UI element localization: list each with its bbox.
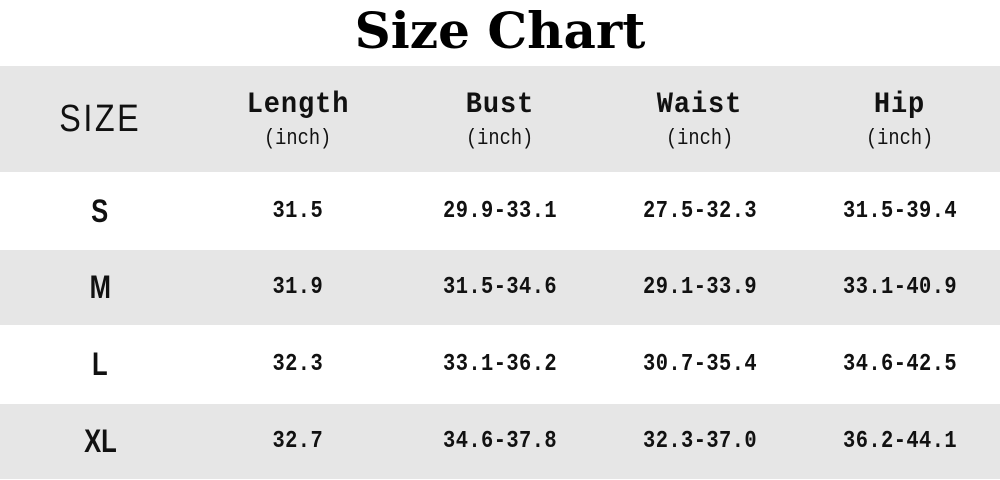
- table-row: S 31.5 29.9-33.1 27.5-32.3 31.5-39.4: [0, 174, 1000, 249]
- cell-length: 31.5: [198, 174, 398, 249]
- size-label: XL: [83, 423, 117, 459]
- cell-size: L: [0, 327, 200, 402]
- measurement-value: 32.3: [272, 351, 324, 378]
- header-unit: (inch): [866, 125, 934, 151]
- table-row: L 32.3 33.1-36.2 30.7-35.4 34.6-42.5: [0, 327, 1000, 402]
- measurement-value: 31.5-39.4: [842, 198, 958, 225]
- header-length: Length (inch): [198, 66, 398, 172]
- header-hip: Hip (inch): [800, 66, 1000, 172]
- cell-bust: 33.1-36.2: [400, 327, 600, 402]
- cell-size: XL: [0, 404, 200, 479]
- size-label: S: [91, 193, 109, 229]
- cell-waist: 30.7-35.4: [600, 327, 800, 402]
- header-size: SIZE: [0, 66, 200, 172]
- cell-bust: 31.5-34.6: [400, 250, 600, 325]
- cell-waist: 29.1-33.9: [600, 250, 800, 325]
- cell-size: M: [0, 250, 200, 325]
- measurement-value: 29.9-33.1: [442, 198, 558, 225]
- cell-length: 32.7: [198, 404, 398, 479]
- header-bust: Bust (inch): [400, 66, 600, 172]
- cell-bust: 34.6-37.8: [400, 404, 600, 479]
- header-unit: (inch): [666, 125, 734, 151]
- measurement-value: 32.7: [272, 428, 324, 455]
- cell-waist: 27.5-32.3: [600, 174, 800, 249]
- measurement-value: 27.5-32.3: [642, 198, 758, 225]
- cell-waist: 32.3-37.0: [600, 404, 800, 479]
- table-row: M 31.9 31.5-34.6 29.1-33.9 33.1-40.9: [0, 250, 1000, 325]
- cell-hip: 36.2-44.1: [800, 404, 1000, 479]
- cell-length: 31.9: [198, 250, 398, 325]
- header-unit: (inch): [264, 125, 332, 151]
- header-label: Bust: [465, 87, 535, 122]
- header-label: Length: [246, 87, 350, 122]
- cell-size: S: [0, 174, 200, 249]
- cell-hip: 34.6-42.5: [800, 327, 1000, 402]
- measurement-value: 34.6-37.8: [442, 428, 558, 455]
- size-label: L: [92, 346, 108, 382]
- size-label: M: [89, 269, 111, 305]
- measurement-value: 36.2-44.1: [842, 428, 958, 455]
- measurement-value: 33.1-40.9: [842, 274, 958, 301]
- measurement-value: 32.3-37.0: [642, 428, 758, 455]
- table-row: XL 32.7 34.6-37.8 32.3-37.0 36.2-44.1: [0, 404, 1000, 479]
- header-label: Waist: [657, 87, 743, 122]
- measurement-value: 33.1-36.2: [442, 351, 558, 378]
- cell-bust: 29.9-33.1: [400, 174, 600, 249]
- measurement-value: 31.5: [272, 198, 324, 225]
- header-unit: (inch): [466, 125, 534, 151]
- measurement-value: 31.9: [272, 274, 324, 301]
- chart-title: Size Chart: [354, 1, 646, 60]
- cell-length: 32.3: [198, 327, 398, 402]
- header-label: Hip: [874, 87, 926, 122]
- cell-hip: 33.1-40.9: [800, 250, 1000, 325]
- measurement-value: 34.6-42.5: [842, 351, 958, 378]
- measurement-value: 30.7-35.4: [642, 351, 758, 378]
- cell-hip: 31.5-39.4: [800, 174, 1000, 249]
- header-waist: Waist (inch): [600, 66, 800, 172]
- header-row: SIZE Length (inch) Bust (inch) Waist (in…: [0, 66, 1000, 172]
- header-label: SIZE: [59, 97, 141, 140]
- measurement-value: 29.1-33.9: [642, 274, 758, 301]
- measurement-value: 31.5-34.6: [442, 274, 558, 301]
